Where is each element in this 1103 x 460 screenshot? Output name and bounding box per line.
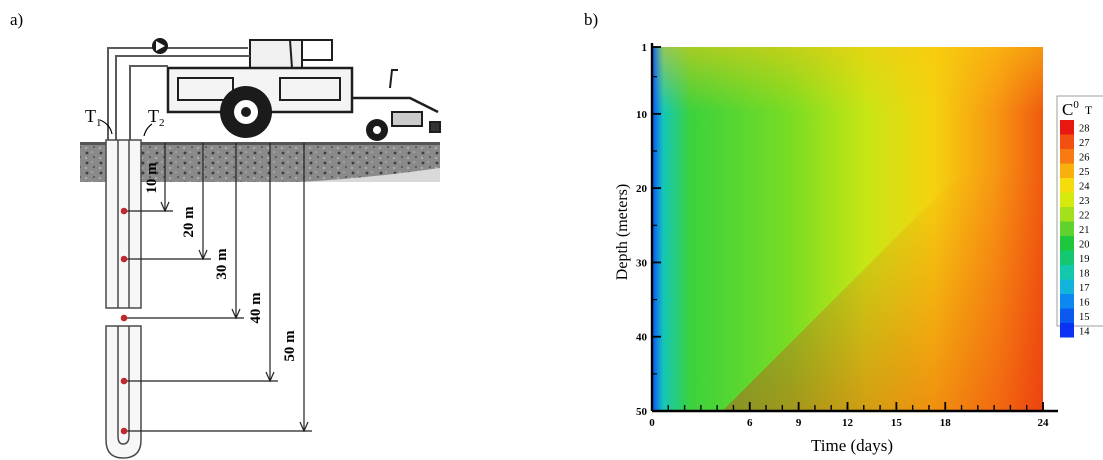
legend-tick-label: 17: [1079, 283, 1090, 294]
heatmap-area: [652, 47, 1043, 412]
y-tick-label: 20: [636, 183, 648, 195]
y-tick-label: 50: [636, 406, 648, 418]
legend-tick-label: 23: [1079, 196, 1090, 207]
legend-swatch: [1060, 134, 1074, 149]
truck-wheel: [220, 86, 272, 138]
heatmap-cold-band: [652, 47, 664, 411]
legend-tick-label: 15: [1079, 312, 1090, 323]
t2-pointer: [143, 123, 153, 137]
depth-label: 40 m: [248, 292, 264, 324]
hose-lines: [107, 47, 250, 140]
legend-tick-label: 19: [1079, 254, 1090, 265]
borehole-diagram: T1 T2 10 m 20 m 30 m 40 m 50 m: [80, 38, 441, 459]
legend-swatch: [1060, 236, 1074, 251]
y-tick-label: 40: [636, 332, 648, 344]
well-pipe-upper: [105, 139, 142, 309]
legend-swatch: [1060, 250, 1074, 265]
legend-tick-label: 18: [1079, 268, 1090, 279]
legend-tick-label: 25: [1079, 167, 1090, 178]
y-tick-label: 1: [642, 42, 648, 54]
t1-pointer: [99, 119, 113, 135]
legend-swatch: [1060, 149, 1074, 164]
temperature-sensor: [120, 377, 128, 385]
legend-tick-label: 16: [1079, 297, 1090, 308]
x-tick-label: 18: [940, 417, 952, 429]
legend-tick-label: 21: [1079, 225, 1090, 236]
legend-tick-label: 28: [1079, 123, 1090, 134]
legend-tick-label: 14: [1079, 326, 1090, 337]
legend-tick-label: 20: [1079, 239, 1090, 250]
chart-axes: 0 6 9 12 15 18 24 1 10 20 30 40 50: [636, 42, 1058, 429]
depth-label: 30 m: [214, 248, 230, 280]
t1-label: T1: [85, 106, 102, 129]
truck-trailer: [166, 39, 441, 133]
legend-tick-label: 22: [1079, 210, 1090, 221]
depth-label: 10 m: [144, 162, 160, 194]
legend-tick-label: 24: [1079, 181, 1090, 192]
legend-swatch: [1060, 294, 1074, 309]
x-tick-label: 15: [891, 417, 903, 429]
legend-swatch: [1060, 163, 1074, 178]
pump-icon: [152, 38, 168, 54]
t2-label: T2: [148, 106, 165, 129]
temperature-sensor: [120, 314, 128, 322]
trailer-wheel: [366, 119, 388, 141]
x-tick-label: 12: [842, 417, 854, 429]
legend-title: C0 T: [1062, 99, 1093, 119]
legend-swatch: [1060, 279, 1074, 294]
legend-swatch: [1060, 207, 1074, 222]
x-tick-label: 9: [796, 417, 802, 429]
depth-label: 50 m: [282, 330, 298, 362]
legend-swatch: [1060, 120, 1074, 135]
depth-indicators: 10 m 20 m 30 m 40 m 50 m: [120, 143, 312, 435]
legend-tick-label: 27: [1079, 138, 1090, 149]
temperature-sensor: [120, 207, 128, 215]
well-pipe-lower: [105, 325, 142, 459]
x-tick-label: 0: [649, 417, 655, 429]
x-tick-label: 24: [1038, 417, 1050, 429]
legend-tick-label: 26: [1079, 152, 1090, 163]
temperature-sensor: [120, 427, 128, 435]
y-tick-label: 30: [636, 257, 648, 269]
x-tick-label: 6: [747, 417, 753, 429]
panel-a-label: a): [10, 10, 24, 29]
legend-swatch: [1060, 323, 1074, 338]
x-axis-label: Time (days): [811, 436, 893, 455]
y-axis-label: Depth (meters): [614, 184, 631, 280]
heatmap-warm-wedge: [722, 90, 1043, 412]
legend-swatch: [1060, 178, 1074, 193]
panel-b-label: b): [584, 10, 599, 29]
y-tick-label: 10: [636, 109, 648, 121]
legend-swatch: [1060, 192, 1074, 207]
legend-swatch: [1060, 265, 1074, 280]
depth-label: 20 m: [181, 206, 197, 238]
legend-swatch: [1060, 308, 1074, 323]
legend-swatch: [1060, 221, 1074, 236]
temperature-sensor: [120, 255, 128, 263]
color-legend: C0 T 28 27 26 25 24 23 22 21 20 19 18 17 16 15 14: [1056, 95, 1103, 338]
